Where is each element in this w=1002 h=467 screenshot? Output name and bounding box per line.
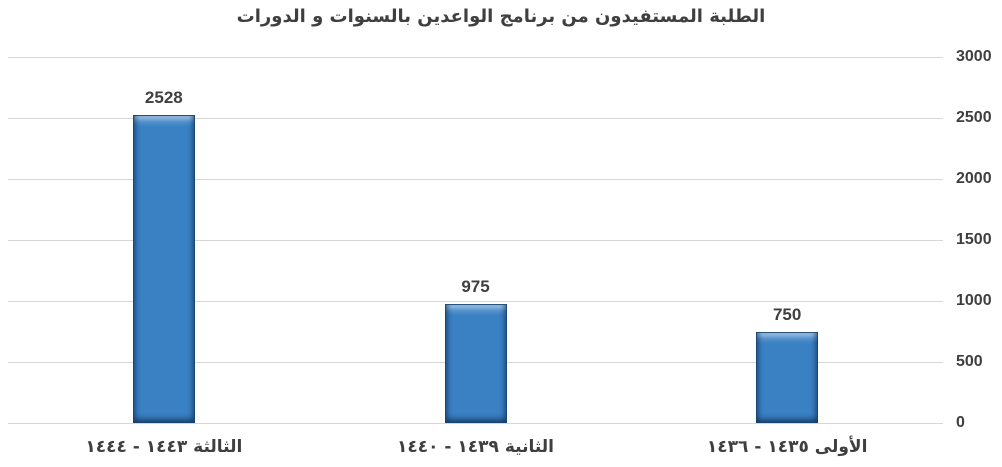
gridline: [8, 239, 943, 241]
x-category-label: الأولى ١٤٣٥ - ١٤٣٦: [706, 437, 868, 457]
gridline: [8, 117, 943, 119]
bar-value-label: 975: [461, 277, 490, 297]
y-tick-label: 2000: [956, 170, 992, 187]
bar: [444, 304, 507, 423]
x-category-label: الثالثة ١٤٤٣ - ١٤٤٤: [85, 437, 243, 457]
y-tick-label: 500: [956, 353, 983, 370]
gridline: [8, 300, 943, 302]
bar: [132, 114, 195, 423]
y-tick-label: 1000: [956, 292, 992, 309]
gridline: [8, 56, 943, 58]
x-category-label: الثانية ١٤٣٩ - ١٤٤٠: [396, 437, 554, 457]
y-tick-label: 2500: [956, 109, 992, 126]
chart-title: الطلبة المستفيدون من برنامج الواعدين بال…: [236, 6, 766, 27]
gridline: [8, 422, 943, 424]
bar-value-label: 2528: [144, 87, 183, 107]
plot-area: 2528 975 750: [8, 56, 943, 424]
gridline: [8, 178, 943, 180]
bar-value-label: 750: [772, 304, 802, 324]
y-tick-label: 0: [956, 414, 965, 431]
y-tick-label: 3000: [956, 48, 992, 65]
y-tick-label: 1500: [956, 231, 992, 248]
bar: [756, 331, 819, 423]
